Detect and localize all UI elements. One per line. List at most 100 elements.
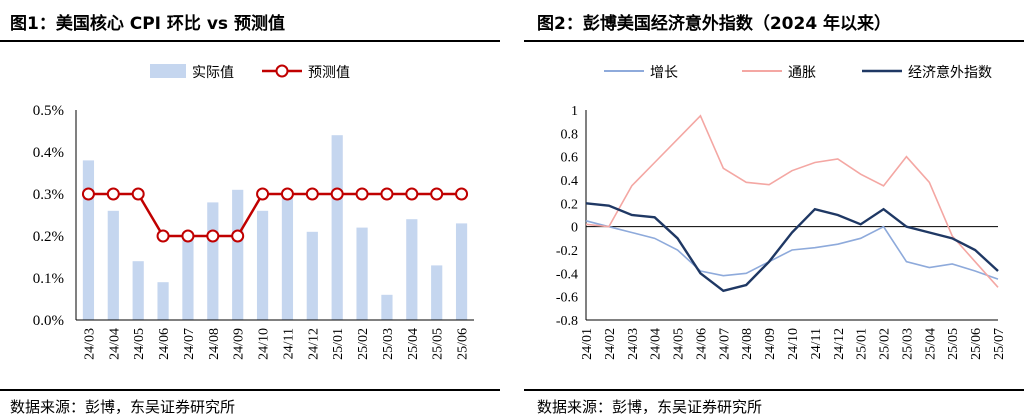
forecast-marker [81, 187, 95, 201]
forecast-marker [455, 187, 469, 201]
x-tick-label: 24/05 [132, 328, 147, 360]
growth-line [585, 220, 999, 280]
x-tick-label: 25/01 [331, 328, 346, 360]
x-tick-label: 24/06 [157, 328, 172, 360]
y-tick-label: 1 [571, 104, 578, 119]
forecast-marker [231, 229, 245, 243]
forecast-marker [206, 229, 220, 243]
x-tick-label: 25/03 [381, 328, 396, 360]
forecast-marker [330, 187, 344, 201]
x-tick-label: 24/04 [107, 328, 122, 360]
left-chart: 实际值 预测值 0.0% 0.1% 0.2% 0.3% 0.4% 0.5% 24/03 24/04… [33, 64, 474, 360]
inflation-line [585, 114, 999, 288]
legend-inflation-label: 通胀 [788, 65, 816, 81]
forecast-marker [106, 187, 120, 201]
x-tick-label: 24/07 [717, 328, 732, 360]
x-tick-label: 25/06 [969, 328, 984, 360]
forecast-marker [305, 187, 319, 201]
y-tick-label: 0.4% [33, 145, 64, 161]
x-tick-label: 24/04 [649, 328, 664, 360]
y-tick-label: -0.2 [556, 244, 578, 259]
x-tick-label: 24/01 [580, 328, 595, 360]
forecast-marker [131, 187, 145, 201]
bar-actual [256, 210, 269, 320]
x-tick-label: 24/05 [672, 328, 687, 360]
y-tick-label: 0.1% [33, 271, 64, 287]
x-tick-label: 25/06 [456, 328, 471, 360]
bar-actual [132, 261, 144, 320]
x-tick-label: 24/12 [832, 328, 847, 360]
bar-actual [356, 227, 368, 320]
bar-actual [182, 240, 194, 320]
y-tick-label: 0.5% [33, 103, 64, 119]
legend-surprise-label: 经济意外指数 [908, 64, 992, 81]
bar-actual [455, 223, 468, 320]
forecast-marker [430, 187, 444, 201]
y-tick-label: 0.2 [561, 197, 579, 212]
y-tick-label: 0.6 [561, 151, 579, 166]
x-tick-label: 25/02 [356, 328, 371, 360]
left-bottom-rule [0, 389, 500, 391]
bar-actual [232, 189, 244, 320]
forecast-line [88, 192, 462, 238]
x-tick-label: 24/11 [809, 328, 824, 359]
bar-actual [82, 160, 95, 320]
forecast-marker [405, 187, 419, 201]
y-tick-label: 0.0% [33, 313, 64, 329]
forecast-marker [156, 229, 170, 243]
right-chart: 增长 通胀 经济意外指数 -0.8 -0.6 -0.4 -0.2 0 0.2 0.4 0.6 0.8 1… [556, 64, 1007, 360]
bar-actual [431, 265, 443, 320]
x-tick-label: 24/06 [694, 328, 709, 360]
left-title-rule [0, 40, 500, 42]
forecast-marker [181, 229, 195, 243]
left-source-note: 数据来源：彭博，东吴证券研究所 [10, 398, 236, 416]
legend-swatch-actual [150, 64, 186, 78]
y-tick-label: 0.2% [33, 229, 64, 245]
x-tick-label: 24/12 [306, 328, 321, 360]
bar-actual [381, 294, 393, 320]
x-tick-label: 25/01 [855, 328, 870, 360]
bar-actual [157, 282, 169, 320]
y-tick-label: 0.4 [561, 174, 579, 189]
bar-actual [406, 219, 418, 320]
y-tick-label: -0.8 [556, 314, 578, 329]
x-tick-label: 24/09 [232, 328, 247, 360]
right-source-note: 数据来源：彭博，东吴证券研究所 [537, 398, 763, 416]
right-title-rule [524, 40, 1024, 42]
forecast-marker [380, 187, 394, 201]
bar-actual [207, 202, 219, 320]
surprise-index-line [585, 202, 999, 293]
bar-actual [281, 198, 294, 320]
legend-label-actual: 实际值 [192, 65, 234, 81]
bar-actual [107, 210, 119, 320]
legend-label-forecast: 预测值 [308, 65, 350, 81]
bar-actual [306, 231, 318, 320]
y-tick-label: 0.3% [33, 187, 64, 203]
x-tick-label: 25/05 [431, 328, 446, 360]
right-bottom-rule [524, 389, 1024, 391]
forecast-marker [280, 187, 294, 201]
y-tick-label: 0 [571, 221, 578, 236]
legend-growth-label: 增长 [650, 65, 678, 81]
x-tick-label: 24/10 [257, 328, 272, 360]
x-tick-label: 24/10 [786, 328, 801, 360]
x-tick-label: 24/03 [626, 328, 641, 360]
x-tick-label: 25/04 [923, 328, 938, 360]
x-tick-label: 25/04 [406, 328, 421, 360]
y-tick-label: -0.4 [556, 267, 578, 282]
x-tick-label: 25/07 [992, 328, 1007, 360]
y-tick-label: 0.8 [561, 127, 579, 142]
x-tick-label: 24/02 [603, 328, 618, 360]
x-tick-label: 24/08 [740, 328, 755, 360]
left-chart-title: 图1：美国核心 CPI 环比 vs 预测值 [10, 14, 285, 34]
x-tick-label: 24/03 [82, 328, 97, 360]
right-chart-title: 图2：彭博美国经济意外指数（2024 年以来） [537, 14, 892, 34]
x-tick-label: 24/08 [207, 328, 222, 360]
y-tick-label: -0.6 [556, 291, 578, 306]
bar-actual [331, 135, 343, 320]
x-tick-label: 25/02 [878, 328, 893, 360]
x-tick-label: 25/05 [946, 328, 961, 360]
x-tick-label: 24/09 [763, 328, 778, 360]
forecast-marker [256, 187, 270, 201]
legend-marker-forecast [275, 64, 289, 78]
